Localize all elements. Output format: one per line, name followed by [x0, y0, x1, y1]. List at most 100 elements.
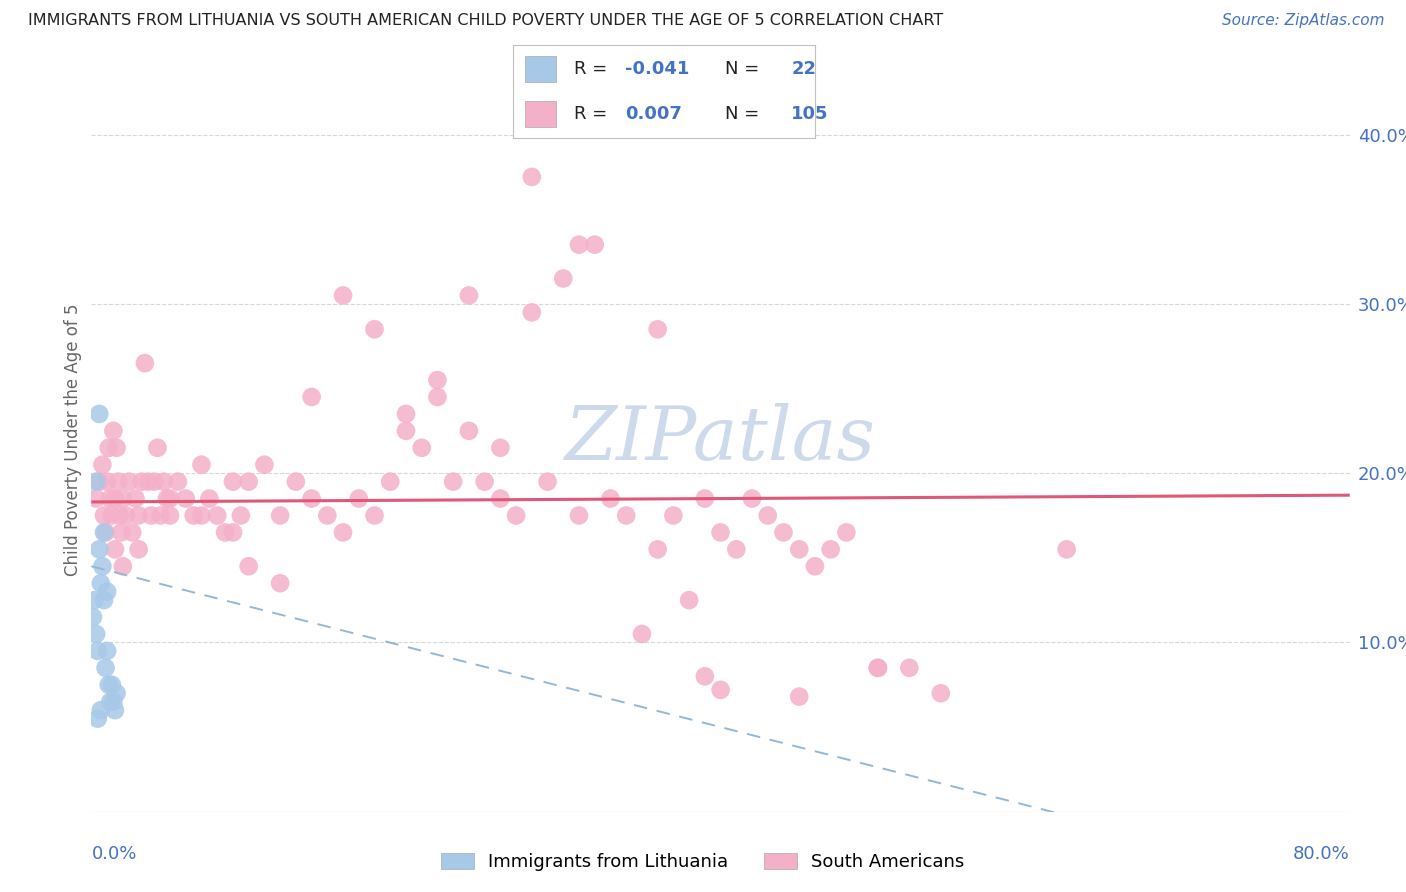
- Y-axis label: Child Poverty Under the Age of 5: Child Poverty Under the Age of 5: [65, 303, 83, 575]
- Point: [741, 491, 763, 506]
- Text: ZIPatlas: ZIPatlas: [565, 403, 876, 475]
- Point: [159, 491, 181, 506]
- Point: [174, 491, 197, 506]
- Point: [128, 508, 150, 523]
- Point: [93, 508, 115, 523]
- Point: [104, 542, 127, 557]
- Point: [269, 508, 291, 523]
- Point: [136, 475, 159, 489]
- Point: [105, 686, 128, 700]
- Point: [98, 695, 121, 709]
- Point: [97, 441, 120, 455]
- Point: [131, 475, 153, 489]
- Point: [128, 542, 150, 557]
- Point: [167, 475, 190, 489]
- Point: [229, 508, 252, 523]
- Point: [91, 458, 114, 472]
- Point: [86, 644, 108, 658]
- Point: [111, 491, 134, 506]
- Point: [149, 508, 172, 523]
- Point: [647, 322, 669, 336]
- Point: [107, 475, 129, 489]
- Point: [332, 525, 354, 540]
- Point: [599, 491, 621, 506]
- Point: [97, 678, 120, 692]
- Point: [253, 458, 276, 472]
- Text: 0.0%: 0.0%: [91, 846, 136, 863]
- Point: [89, 475, 111, 489]
- Text: R =: R =: [574, 60, 613, 78]
- Point: [238, 559, 260, 574]
- Point: [86, 712, 108, 726]
- Point: [756, 508, 779, 523]
- Point: [631, 627, 654, 641]
- Text: R =: R =: [574, 105, 613, 123]
- Point: [105, 441, 128, 455]
- Point: [929, 686, 952, 700]
- Point: [316, 508, 339, 523]
- Text: 105: 105: [792, 105, 828, 123]
- Point: [198, 491, 221, 506]
- Point: [238, 475, 260, 489]
- Text: N =: N =: [725, 105, 765, 123]
- Point: [395, 407, 418, 421]
- Point: [363, 322, 385, 336]
- Point: [108, 508, 131, 523]
- Point: [411, 441, 433, 455]
- Text: 22: 22: [792, 60, 817, 78]
- Point: [103, 695, 125, 709]
- Point: [143, 475, 166, 489]
- Point: [553, 271, 575, 285]
- Point: [96, 644, 118, 658]
- Point: [693, 669, 716, 683]
- Point: [866, 661, 889, 675]
- Legend: Immigrants from Lithuania, South Americans: Immigrants from Lithuania, South America…: [434, 846, 972, 879]
- Text: 80.0%: 80.0%: [1294, 846, 1350, 863]
- Point: [787, 542, 810, 557]
- Point: [804, 559, 827, 574]
- Point: [96, 475, 118, 489]
- Point: [583, 237, 606, 252]
- Point: [94, 661, 117, 675]
- Point: [898, 661, 921, 675]
- Point: [363, 508, 385, 523]
- Point: [693, 491, 716, 506]
- FancyBboxPatch shape: [526, 101, 555, 127]
- Point: [152, 475, 174, 489]
- Point: [103, 424, 125, 438]
- Point: [84, 475, 107, 489]
- Point: [89, 542, 111, 557]
- Point: [183, 508, 205, 523]
- Point: [457, 424, 479, 438]
- Point: [84, 627, 107, 641]
- Point: [89, 407, 111, 421]
- Point: [82, 610, 104, 624]
- Point: [426, 390, 449, 404]
- Point: [91, 559, 114, 574]
- Point: [134, 356, 156, 370]
- Point: [380, 475, 402, 489]
- Point: [787, 690, 810, 704]
- Point: [347, 491, 370, 506]
- FancyBboxPatch shape: [526, 56, 555, 82]
- Point: [568, 237, 591, 252]
- Point: [725, 542, 748, 557]
- Text: 0.007: 0.007: [626, 105, 682, 123]
- Point: [90, 703, 112, 717]
- Point: [301, 390, 323, 404]
- Point: [115, 508, 138, 523]
- Point: [835, 525, 858, 540]
- Point: [98, 491, 121, 506]
- Point: [111, 559, 134, 574]
- Point: [647, 542, 669, 557]
- Point: [146, 441, 169, 455]
- Point: [124, 491, 146, 506]
- Point: [269, 576, 291, 591]
- Point: [568, 508, 591, 523]
- Point: [395, 424, 418, 438]
- Point: [520, 305, 543, 319]
- Point: [441, 475, 464, 489]
- Point: [156, 491, 179, 506]
- Point: [101, 508, 124, 523]
- Text: N =: N =: [725, 60, 765, 78]
